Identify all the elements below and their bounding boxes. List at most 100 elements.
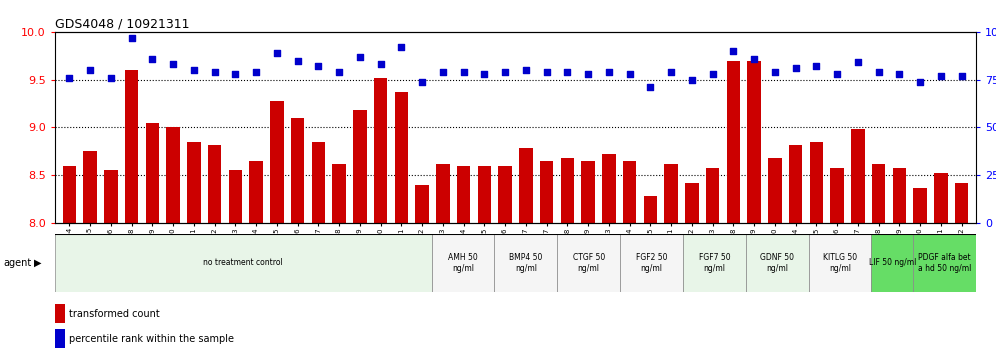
Bar [810,142,823,223]
Point [829,71,845,77]
Bar [934,173,947,223]
Point [663,69,679,75]
Point [103,75,119,81]
Bar [851,129,865,223]
Point [82,67,98,73]
Text: no treatment control: no treatment control [203,258,283,267]
Bar [519,148,533,223]
Bar [394,92,408,223]
Point [269,50,285,56]
Point [373,62,388,67]
Point [206,69,222,75]
Bar [706,167,719,223]
Text: agent: agent [3,258,31,268]
Point [850,59,866,65]
Bar [63,166,76,223]
Bar [892,167,906,223]
Bar [55,329,65,348]
Bar [291,118,305,223]
Bar [431,234,494,292]
Bar [353,110,367,223]
Bar [913,188,927,223]
Point [311,63,327,69]
Point [580,71,596,77]
Bar [561,158,574,223]
Bar [746,234,809,292]
Point [746,56,762,62]
Bar [477,166,491,223]
Point [165,62,181,67]
Bar [558,234,621,292]
Text: FGF2 50
ng/ml: FGF2 50 ng/ml [635,253,667,273]
Text: KITLG 50
ng/ml: KITLG 50 ng/ml [823,253,857,273]
Bar [457,166,470,223]
Bar [55,234,431,292]
Point [352,54,368,59]
Bar [84,152,97,223]
Bar [809,234,872,292]
Point [788,65,804,71]
Bar [312,142,325,223]
Bar [643,196,657,223]
Bar [622,161,636,223]
Point [476,71,492,77]
Text: percentile rank within the sample: percentile rank within the sample [69,334,234,344]
Point [62,75,78,81]
Point [414,79,430,84]
Point [684,77,700,82]
Point [809,63,825,69]
Bar [831,167,844,223]
Bar [621,234,683,292]
Text: GDNF 50
ng/ml: GDNF 50 ng/ml [760,253,794,273]
Point [871,69,886,75]
Text: CTGF 50
ng/ml: CTGF 50 ng/ml [573,253,605,273]
Bar [540,161,554,223]
Bar [166,127,180,223]
Text: ▶: ▶ [34,258,42,268]
Bar [582,161,595,223]
Point [124,35,139,40]
Bar [436,164,449,223]
Bar [913,234,976,292]
Point [435,69,451,75]
Bar [208,145,221,223]
Point [601,69,617,75]
Bar [270,101,284,223]
Point [248,69,264,75]
Bar [333,164,346,223]
Text: GDS4048 / 10921311: GDS4048 / 10921311 [55,18,189,31]
Bar [228,170,242,223]
Point [497,69,513,75]
Point [622,71,637,77]
Bar [664,164,678,223]
Text: LIF 50 ng/ml: LIF 50 ng/ml [869,258,916,267]
Point [912,79,928,84]
Point [704,71,720,77]
Point [891,71,907,77]
Point [767,69,783,75]
Point [186,67,202,73]
Point [642,85,658,90]
Bar [124,70,138,223]
Text: FGF7 50
ng/ml: FGF7 50 ng/ml [698,253,730,273]
Bar [602,154,616,223]
Point [290,58,306,63]
Bar [415,185,429,223]
Point [539,69,555,75]
Point [725,48,741,54]
Point [393,44,409,50]
Bar [494,234,558,292]
Point [518,67,534,73]
Bar [145,122,159,223]
Bar [55,304,65,323]
Bar [872,164,885,223]
Bar [498,166,512,223]
Point [331,69,347,75]
Point [455,69,471,75]
Bar [104,170,118,223]
Bar [683,234,746,292]
Bar [249,161,263,223]
Bar [955,183,968,223]
Bar [685,183,698,223]
Text: PDGF alfa bet
a hd 50 ng/ml: PDGF alfa bet a hd 50 ng/ml [918,253,971,273]
